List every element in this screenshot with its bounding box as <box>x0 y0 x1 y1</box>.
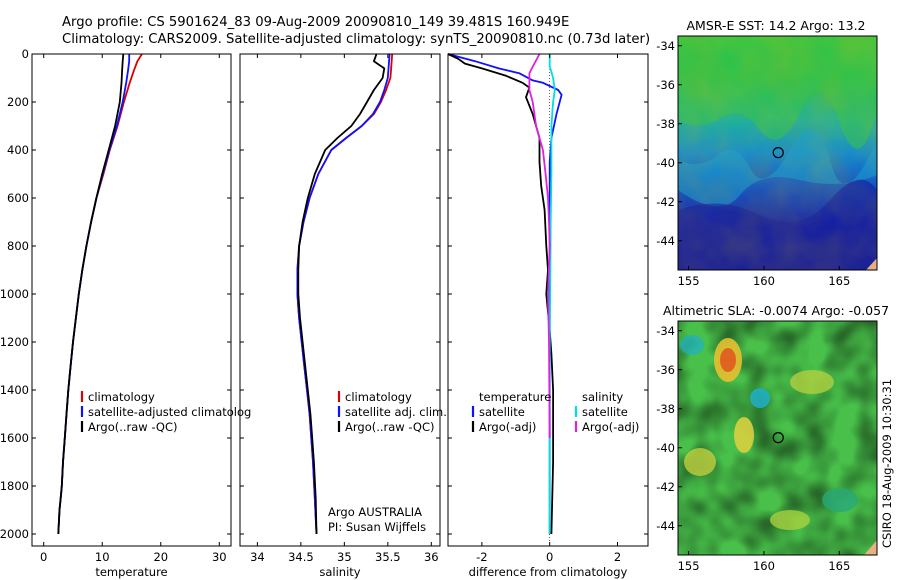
x-tick-label: 35.5 <box>375 550 401 564</box>
legend-entry: Argo(-adj) <box>479 420 536 434</box>
legend-header: salinity <box>582 390 623 404</box>
x-axis-label: difference from climatology <box>469 565 628 579</box>
sst-map-title: AMSR-E SST: 14.2 Argo: 13.2 <box>686 18 865 33</box>
x-tick-label: 2 <box>614 550 621 564</box>
legend-entry: Argo(-adj) <box>582 420 639 434</box>
axes-frame <box>31 53 232 547</box>
x-tick-label: 34.5 <box>288 550 314 564</box>
figure-title-line1: Argo profile: CS 5901624_83 09-Aug-2009 … <box>62 15 569 30</box>
x-tick-label: 160 <box>753 274 775 288</box>
y-tick-label: -42 <box>656 480 675 494</box>
y-tick-label: -40 <box>656 156 675 170</box>
y-tick-label: -36 <box>656 363 675 377</box>
side-timestamp-label: CSIRO 18-Aug-2009 10:30:31 <box>880 379 894 548</box>
sst-heatmap <box>678 36 877 270</box>
legend-entry: satellite-adjusted climatolog <box>88 405 251 419</box>
x-tick-label: 35 <box>337 550 352 564</box>
y-tick-label: -38 <box>656 402 675 416</box>
series-line-2 <box>297 53 386 535</box>
temperature-panel: 0 10 20 30 0 200 400 600 800 1000 1200 1400 1600 1800… <box>0 47 251 579</box>
y-tick-label: -38 <box>656 117 675 131</box>
series-line-1 <box>296 53 391 535</box>
y-tick-label: -40 <box>656 441 675 455</box>
x-tick-label: 155 <box>678 559 700 573</box>
legend-entry: climatology <box>88 390 155 404</box>
series-line-1 <box>447 53 554 535</box>
axes-frame <box>239 53 441 547</box>
x-tick-label: 165 <box>828 559 850 573</box>
sla-map-panel: Altimetric SLA: -0.0074 Argo: -0.057 155… <box>656 303 889 573</box>
legend-entry: satellite adj. clim. <box>345 405 447 419</box>
credit-line2: PI: Susan Wijffels <box>328 520 426 534</box>
y-tick-label: -34 <box>656 324 675 338</box>
float-position-marker <box>772 432 784 444</box>
series-line-3 <box>528 53 551 439</box>
legend-entry: satellite <box>582 405 628 419</box>
x-tick-label: 0 <box>546 550 553 564</box>
x-axis-label: temperature <box>95 565 167 579</box>
y-tick-label: 2000 <box>0 527 29 541</box>
sla-map-title: Altimetric SLA: -0.0074 Argo: -0.057 <box>663 303 889 318</box>
y-tick-label: -44 <box>656 234 675 248</box>
legend-header: temperature <box>479 390 551 404</box>
x-tick-label: 36 <box>424 550 439 564</box>
y-tick-label: -34 <box>656 39 675 53</box>
y-tick-label: 400 <box>7 143 29 157</box>
sst-map-panel: AMSR-E SST: 14.2 Argo: 13.2 155 160 165 -34… <box>656 18 878 288</box>
legend-entry: Argo(..raw -QC) <box>88 420 178 434</box>
credit-line1: Argo AUSTRALIA <box>328 505 422 519</box>
legend-entry: Argo(..raw -QC) <box>345 420 435 434</box>
y-tick-label: -42 <box>656 195 675 209</box>
x-axis-label: salinity <box>319 565 360 579</box>
y-tick-label: 0 <box>22 47 29 61</box>
x-tick-label: 160 <box>753 559 775 573</box>
series-line-0 <box>296 53 394 535</box>
x-tick-label: 165 <box>828 274 850 288</box>
y-tick-label: 1000 <box>0 287 29 301</box>
y-tick-label: 1200 <box>0 335 29 349</box>
x-tick-label: 30 <box>212 550 227 564</box>
y-tick-label: 200 <box>7 95 29 109</box>
x-tick-label: 20 <box>153 550 168 564</box>
legend-entry: climatology <box>345 390 412 404</box>
series-line-1 <box>57 54 131 535</box>
y-tick-label: -36 <box>656 78 675 92</box>
y-tick-label: 1400 <box>0 383 29 397</box>
float-position-marker <box>772 147 784 159</box>
y-tick-label: -44 <box>656 519 675 533</box>
salinity-panel: 34 34.5 35 35.5 36 salinity climatologysatelli… <box>239 53 447 579</box>
sla-heatmap <box>678 321 877 555</box>
axes-frame <box>447 53 649 547</box>
series-line-0 <box>57 53 143 535</box>
y-tick-label: 800 <box>7 239 29 253</box>
series-line-2 <box>57 53 125 535</box>
legend-entry: satellite <box>479 405 525 419</box>
figure-title-line2: Climatology: CARS2009. Satellite-adjuste… <box>62 32 650 47</box>
y-tick-label: 1800 <box>0 479 29 493</box>
x-tick-label: 155 <box>678 274 700 288</box>
x-tick-label: 10 <box>95 550 110 564</box>
x-tick-label: -2 <box>476 550 487 564</box>
series-line-0 <box>447 53 563 534</box>
y-tick-label: 600 <box>7 191 29 205</box>
x-tick-label: 34 <box>250 550 265 564</box>
x-tick-label: 0 <box>40 550 47 564</box>
y-tick-label: 1600 <box>0 431 29 445</box>
